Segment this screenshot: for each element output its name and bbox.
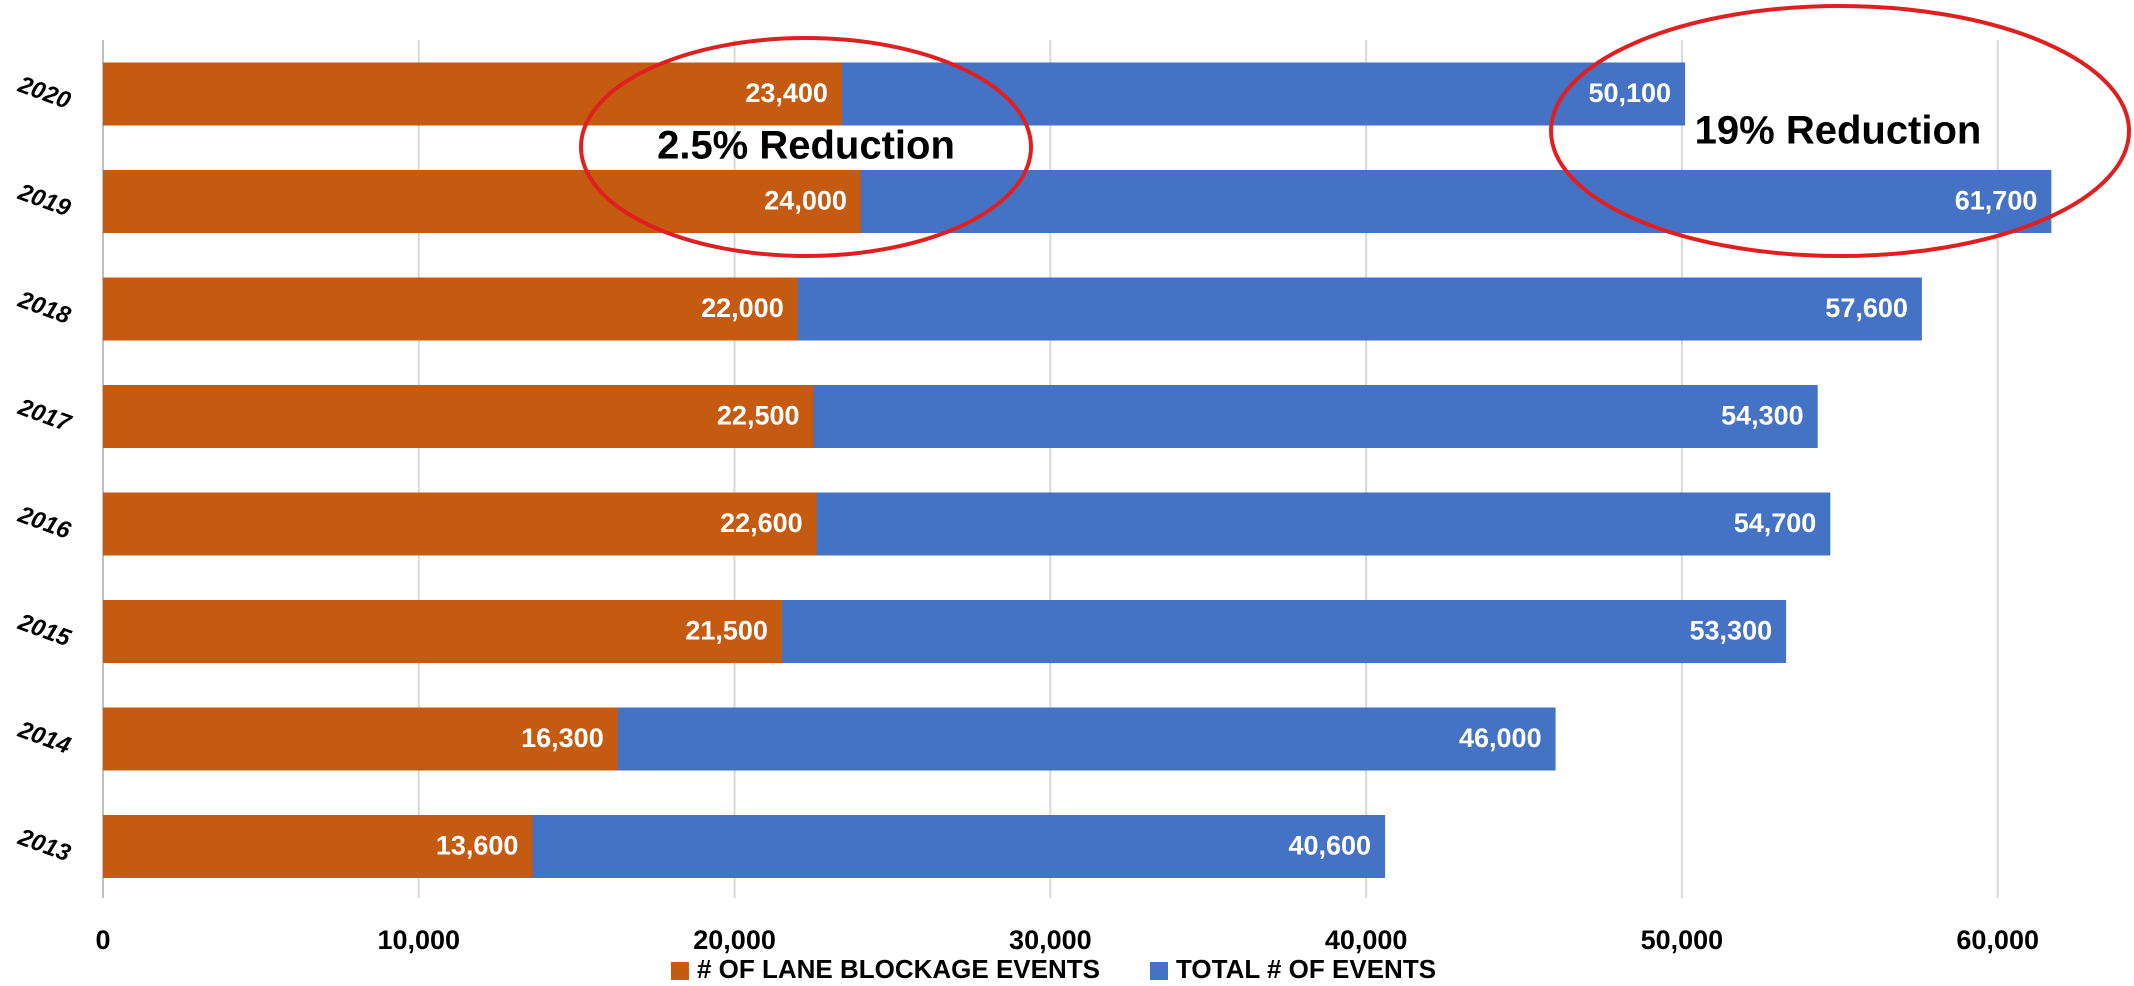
data-label: 53,300 <box>1690 616 1773 646</box>
data-label: 54,300 <box>1721 401 1804 431</box>
x-tick-label: 40,000 <box>1325 925 1408 955</box>
y-tick-label: 2016 <box>14 501 75 545</box>
y-tick-label: 2017 <box>14 393 76 438</box>
x-tick-label: 20,000 <box>693 925 776 955</box>
x-tick-label: 10,000 <box>377 925 460 955</box>
legend-label: # OF LANE BLOCKAGE EVENTS <box>697 954 1100 984</box>
data-label: 22,600 <box>720 508 803 538</box>
bar <box>103 62 842 126</box>
data-label: 40,600 <box>1288 831 1371 861</box>
data-label: 61,700 <box>1955 186 2038 216</box>
bar <box>103 277 798 341</box>
legend-label: TOTAL # OF EVENTS <box>1176 954 1436 984</box>
data-label: 16,300 <box>521 723 604 753</box>
data-label: 23,400 <box>745 78 828 108</box>
y-tick-label: 2020 <box>14 71 75 115</box>
x-tick-label: 30,000 <box>1009 925 1092 955</box>
y-tick-label: 2013 <box>14 823 75 867</box>
y-tick-label: 2014 <box>14 716 74 760</box>
annotation: 19% Reduction <box>1695 109 1982 153</box>
data-label: 21,500 <box>685 616 768 646</box>
annotation: 2.5% Reduction <box>657 124 955 168</box>
bar <box>103 815 533 878</box>
data-label: 57,600 <box>1825 293 1908 323</box>
data-label: 13,600 <box>436 831 519 861</box>
data-label: 46,000 <box>1459 723 1542 753</box>
x-tick-label: 0 <box>95 925 110 955</box>
legend-swatch <box>1150 962 1168 980</box>
bar <box>103 385 814 448</box>
x-tick-label: 60,000 <box>1956 925 2039 955</box>
bar <box>103 492 817 556</box>
annotation-ellipse <box>1549 4 2131 258</box>
x-tick-label: 50,000 <box>1641 925 1724 955</box>
bar <box>103 600 782 663</box>
bar <box>103 707 618 771</box>
y-tick-label: 2015 <box>14 608 75 652</box>
bar <box>103 170 861 233</box>
data-label: 22,000 <box>701 293 784 323</box>
data-label: 54,700 <box>1734 508 1817 538</box>
y-tick-label: 2018 <box>14 286 75 330</box>
data-label: 24,000 <box>764 186 847 216</box>
annotation-ellipse <box>579 36 1033 258</box>
y-tick-label: 2019 <box>14 178 75 222</box>
data-label: 22,500 <box>717 401 800 431</box>
data-label: 50,100 <box>1588 78 1671 108</box>
legend-swatch <box>670 962 689 980</box>
